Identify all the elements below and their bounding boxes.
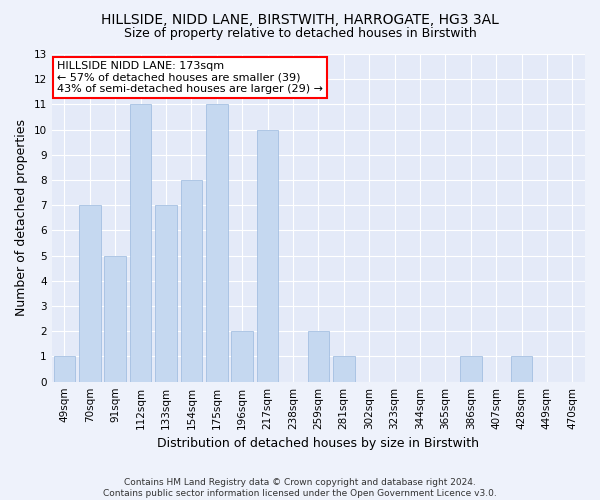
Text: Size of property relative to detached houses in Birstwith: Size of property relative to detached ho…: [124, 28, 476, 40]
Bar: [104, 256, 126, 382]
Y-axis label: Number of detached properties: Number of detached properties: [15, 120, 28, 316]
Bar: [308, 332, 329, 382]
Bar: [232, 332, 253, 382]
Bar: [460, 356, 482, 382]
Bar: [79, 205, 101, 382]
Bar: [333, 356, 355, 382]
Bar: [53, 356, 75, 382]
Bar: [130, 104, 151, 382]
Text: HILLSIDE NIDD LANE: 173sqm
← 57% of detached houses are smaller (39)
43% of semi: HILLSIDE NIDD LANE: 173sqm ← 57% of deta…: [57, 60, 323, 94]
Text: Contains HM Land Registry data © Crown copyright and database right 2024.
Contai: Contains HM Land Registry data © Crown c…: [103, 478, 497, 498]
Bar: [155, 205, 177, 382]
Text: HILLSIDE, NIDD LANE, BIRSTWITH, HARROGATE, HG3 3AL: HILLSIDE, NIDD LANE, BIRSTWITH, HARROGAT…: [101, 12, 499, 26]
Bar: [181, 180, 202, 382]
Bar: [511, 356, 532, 382]
Bar: [257, 130, 278, 382]
X-axis label: Distribution of detached houses by size in Birstwith: Distribution of detached houses by size …: [157, 437, 479, 450]
Bar: [206, 104, 227, 382]
